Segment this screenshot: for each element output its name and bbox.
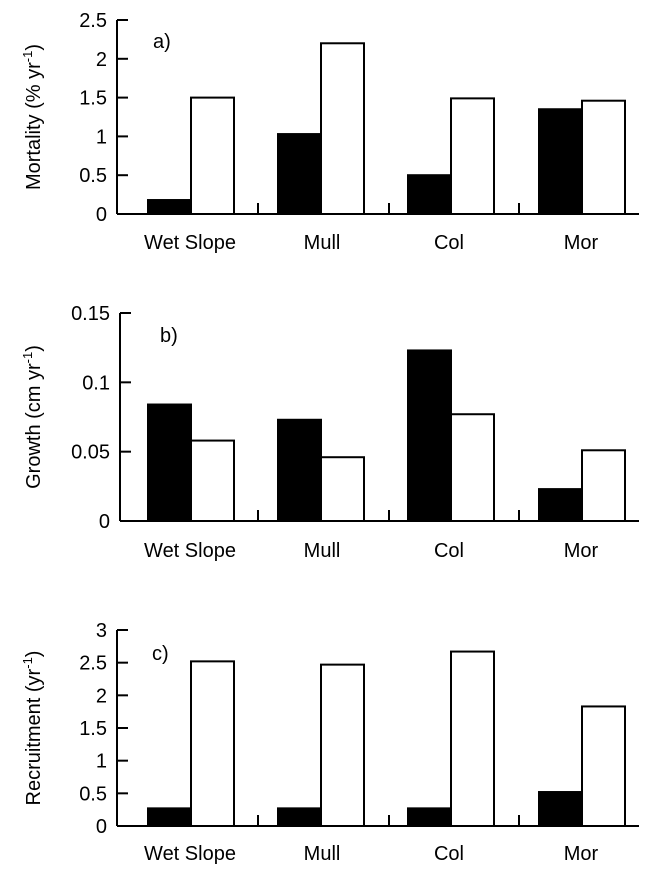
y-tick-label: 0 [96,816,107,838]
bar-open-col [450,650,495,827]
x-tick-label: Col [434,232,464,254]
y-axis-label: Mortality (% yr-1) [20,44,45,190]
bar-filled-mull [277,807,322,827]
x-tick-label: Mull [304,540,341,562]
x-tick-label: Wet Slope [144,232,236,254]
bar-filled-wet-slope [147,807,192,827]
bar-filled-mor [538,791,583,828]
y-tick-label: 0.15 [71,303,110,325]
bar-open-mull [320,663,365,827]
x-tick-label: Mor [564,843,599,865]
x-tick-label: Mor [564,232,599,254]
x-tick-label: Mor [564,540,599,562]
bar-open-col [450,413,495,522]
y-tick-label: 2.5 [79,10,107,32]
y-tick-label: 2 [96,49,107,71]
bar-filled-wet-slope [147,403,192,522]
y-tick-label: 0.5 [79,165,107,187]
y-tick-label: 2 [96,685,107,707]
x-tick-label: Wet Slope [144,843,236,865]
bar-open-wet-slope [190,439,235,522]
y-tick-label: 0 [96,204,107,226]
panel-2: 0 0.05 0.1 0.15 Wet Slope Mull Col Mor b) Growth … [20,303,639,562]
panel-3: 0 0.5 1 1.5 2 2.5 3 Wet Slope Mull Col Mor c) Recrui… [20,620,639,865]
bar-open-col [450,97,495,215]
x-tick-label: Mull [304,843,341,865]
y-tick-label: 0 [99,511,110,533]
bar-open-mor [581,99,626,215]
panel-label: c) [152,643,169,665]
y-tick-label: 1 [96,751,107,773]
bar-open-wet-slope [190,660,235,827]
panel-label: a) [153,31,171,53]
bar-open-mor [581,449,626,522]
y-tick-label: 1 [96,126,107,148]
bar-open-mull [320,42,365,215]
x-tick-label: Wet Slope [144,540,236,562]
panel-1: 0 0.5 1 1.5 2 2.5 Wet Slope Mull Col Mor a) Mortali… [20,10,639,254]
bar-open-mor [581,705,626,827]
y-tick-label: 0.5 [79,783,107,805]
x-tick-label: Col [434,843,464,865]
y-tick-label: 0.1 [82,372,110,394]
y-tick-label: 3 [96,620,107,642]
bar-filled-col [407,174,452,215]
bar-filled-mull [277,418,322,523]
x-tick-label: Mull [304,232,341,254]
y-axis-label: Recruitment (yr-1) [20,651,45,806]
bar-open-mull [320,456,365,523]
y-axis-label: Growth (cm yr-1) [20,345,45,489]
bar-filled-col [407,349,452,522]
x-tick-label: Col [434,540,464,562]
bar-filled-mor [538,108,583,215]
bar-filled-col [407,807,452,827]
y-tick-label: 1.5 [79,718,107,740]
y-tick-label: 1.5 [79,88,107,110]
y-tick-label: 0.05 [71,442,110,464]
bar-open-wet-slope [190,96,235,215]
panel-label: b) [160,325,178,347]
bar-filled-mull [277,133,322,216]
bar-filled-mor [538,488,583,522]
y-tick-label: 2.5 [79,653,107,675]
bar-filled-wet-slope [147,199,192,215]
